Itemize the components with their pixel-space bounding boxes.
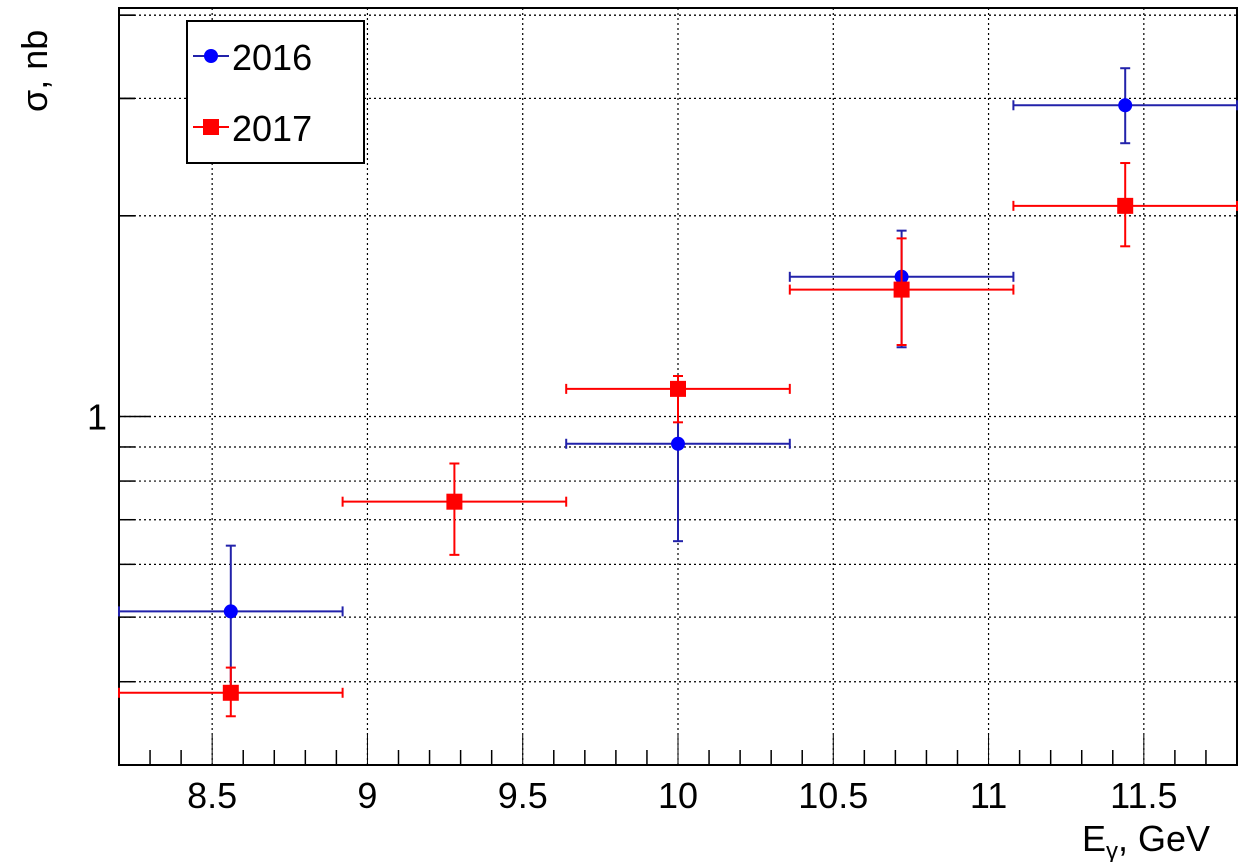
- data-point: [1117, 197, 1134, 214]
- x-tick-label: 10: [658, 775, 698, 816]
- data-point: [1118, 98, 1133, 113]
- y-tick-label: 1: [87, 396, 107, 437]
- legend-marker-2017: [203, 119, 219, 135]
- x-tick-label: 9: [357, 775, 377, 816]
- data-point: [223, 604, 238, 619]
- x-tick-label: 9.5: [498, 775, 548, 816]
- data-point: [893, 281, 910, 298]
- series-2017: [118, 162, 1238, 718]
- y-axis-title: σ, nb: [14, 30, 55, 112]
- legend-label-2016: 2016: [232, 37, 312, 78]
- legend-box: [186, 20, 365, 164]
- x-tick-label: 11: [970, 775, 1007, 816]
- x-tick-label: 8.5: [187, 775, 237, 816]
- x-axis-title-main: E: [1082, 818, 1106, 859]
- legend-label-2017: 2017: [232, 108, 312, 149]
- axes: 8.5 9 9.5 10 10.5 11 11.5 1: [87, 7, 1238, 816]
- data-point: [446, 493, 463, 510]
- x-axis-title-sub: γ: [1106, 838, 1118, 862]
- x-tick-label: 11.5: [1110, 775, 1177, 816]
- legend: 2016 2017: [186, 20, 365, 164]
- data-point: [222, 684, 239, 701]
- data-point: [671, 436, 685, 451]
- legend-marker-2016: [204, 49, 218, 63]
- plot-area: [118, 67, 1238, 718]
- x-tick-label: 10.5: [798, 775, 868, 816]
- x-axis-title-suffix: , GeV: [1118, 818, 1210, 859]
- data-point: [670, 380, 686, 397]
- x-axis-title: Eγ, GeV: [1082, 818, 1210, 862]
